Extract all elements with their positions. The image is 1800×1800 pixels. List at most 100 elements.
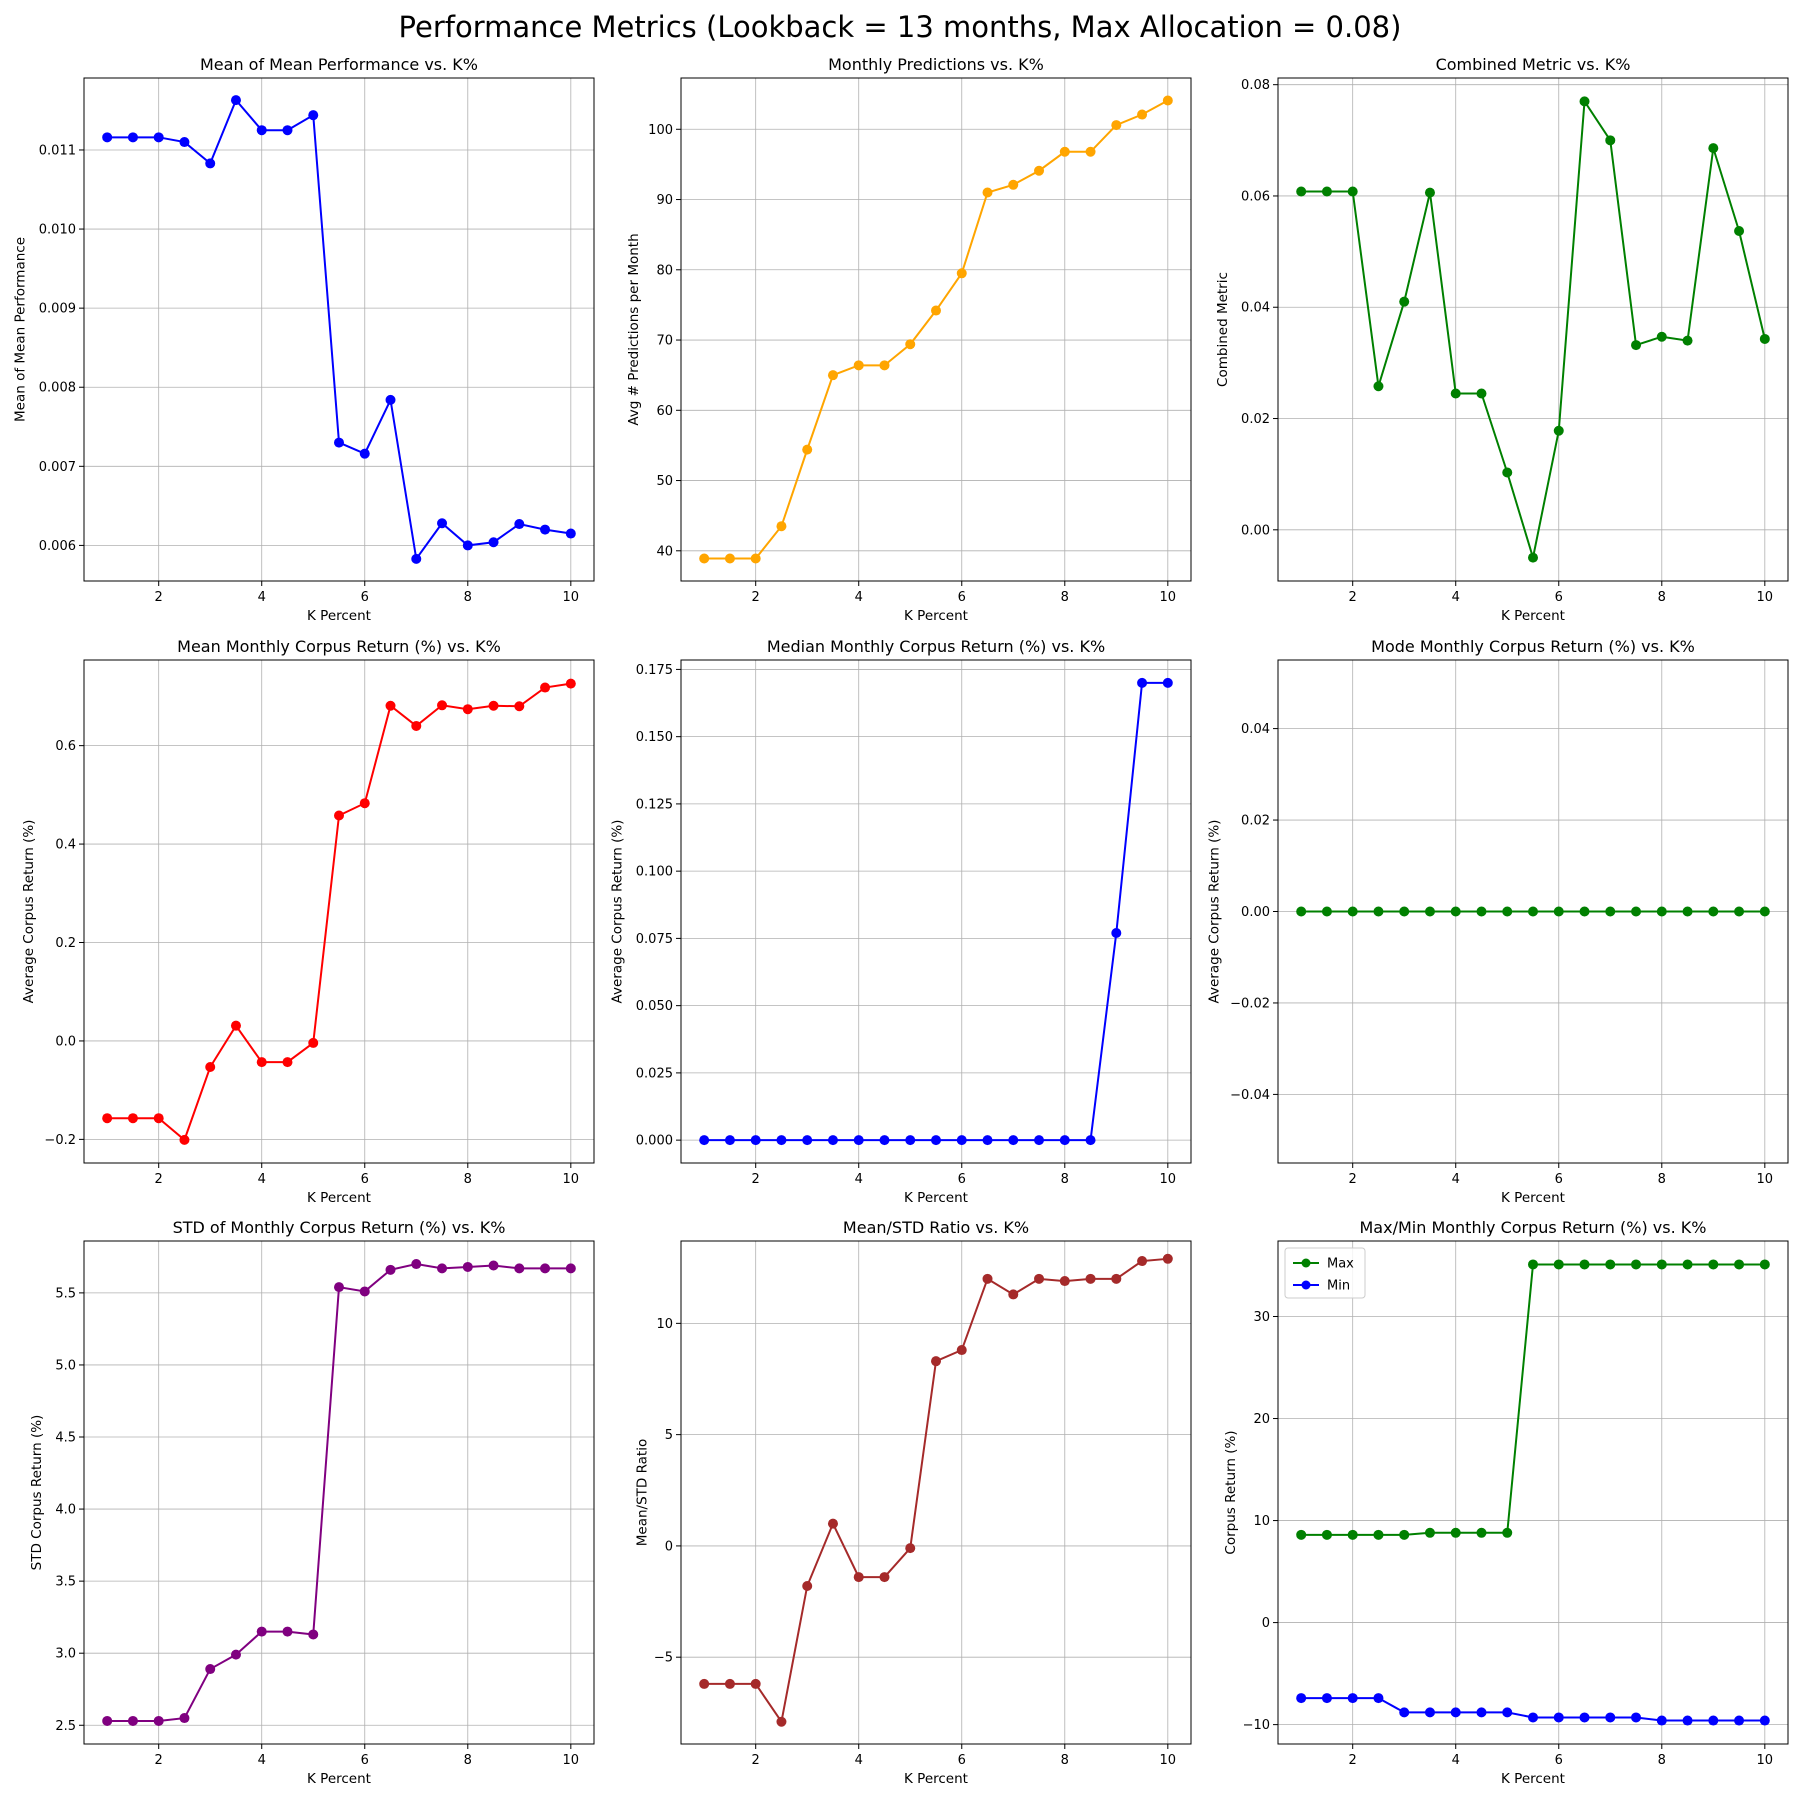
legend-marker xyxy=(1301,1280,1311,1290)
data-point xyxy=(1759,1259,1770,1270)
x-tick-label: 2 xyxy=(1349,1753,1357,1768)
data-point xyxy=(385,700,396,711)
data-point xyxy=(1553,1259,1564,1270)
plot-area xyxy=(84,660,594,1163)
data-point xyxy=(905,339,916,350)
axes-frame xyxy=(83,1240,595,1745)
y-tick-label: 100 xyxy=(648,123,673,138)
data-point xyxy=(1682,1259,1693,1270)
y-axis-label: Combined Metric xyxy=(1215,272,1231,387)
data-point xyxy=(956,1135,967,1146)
y-axis-label: Mean of Mean Performance xyxy=(13,237,29,422)
data-point xyxy=(1553,425,1564,436)
data-point xyxy=(1656,331,1667,342)
data-point xyxy=(956,268,967,279)
x-tick-label: 10 xyxy=(563,590,580,605)
axes-frame xyxy=(1277,659,1789,1164)
x-axis-label: K Percent xyxy=(904,1190,968,1206)
data-point xyxy=(1476,388,1487,399)
data-point xyxy=(540,524,551,535)
y-tick-label: 20 xyxy=(1253,1412,1270,1427)
x-tick-label: 8 xyxy=(1061,590,1069,605)
subplot-title: Median Monthly Corpus Return (%) vs. K% xyxy=(767,637,1105,656)
data-point xyxy=(1579,906,1590,917)
data-point xyxy=(256,125,267,136)
data-point xyxy=(488,537,499,548)
data-point xyxy=(1034,1273,1045,1284)
y-axis-label: Average Corpus Return (%) xyxy=(1207,820,1223,1004)
data-point xyxy=(1111,120,1122,131)
legend: Max Min xyxy=(1284,1247,1366,1299)
data-point xyxy=(514,701,525,712)
axes-frame xyxy=(83,659,595,1164)
y-tick-label: −0.02 xyxy=(1230,996,1270,1011)
x-axis-label: K Percent xyxy=(904,608,968,624)
y-tick-label: 3.0 xyxy=(55,1647,76,1662)
subplot-3: 2 4 6 8 10 0.00 0.02 0.04 0.06 0.08 Combined Metri… xyxy=(1215,55,1789,624)
data-point xyxy=(1296,1693,1307,1704)
data-point xyxy=(1553,906,1564,917)
x-tick-label: 2 xyxy=(752,1172,760,1187)
y-tick-label: 3.5 xyxy=(55,1575,76,1590)
data-point xyxy=(750,1135,761,1146)
legend-marker xyxy=(1301,1258,1311,1268)
data-point xyxy=(699,1135,710,1146)
data-point xyxy=(127,1113,138,1124)
data-point xyxy=(437,700,448,711)
x-tick-label: 6 xyxy=(1555,590,1563,605)
x-tick-label: 4 xyxy=(258,1753,266,1768)
data-point xyxy=(1137,677,1148,688)
y-axis-label: Mean/STD Ratio xyxy=(634,1439,650,1547)
x-tick-label: 8 xyxy=(1658,1753,1666,1768)
data-point xyxy=(724,1135,735,1146)
subplot-title: Max/Min Monthly Corpus Return (%) vs. K% xyxy=(1360,1218,1707,1237)
y-tick-label: 50 xyxy=(656,474,673,489)
data-point xyxy=(1450,1527,1461,1538)
x-tick-label: 2 xyxy=(1349,590,1357,605)
x-tick-label: 6 xyxy=(958,1753,966,1768)
x-tick-label: 8 xyxy=(1061,1172,1069,1187)
data-point xyxy=(1162,1253,1173,1264)
y-tick-label: 0.125 xyxy=(636,797,673,812)
y-tick-label: 0.011 xyxy=(39,143,76,158)
data-point xyxy=(308,110,319,121)
y-tick-label: 0.00 xyxy=(1241,523,1270,538)
data-point xyxy=(699,1678,710,1689)
data-point xyxy=(385,1264,396,1275)
data-point xyxy=(1528,906,1538,917)
data-point xyxy=(1373,1529,1384,1540)
data-point xyxy=(1162,677,1173,688)
data-point xyxy=(282,1057,293,1068)
data-point xyxy=(1605,135,1616,146)
y-axis-label: Average Corpus Return (%) xyxy=(610,820,626,1004)
x-tick-label: 10 xyxy=(563,1172,580,1187)
y-tick-label: −0.2 xyxy=(44,1133,76,1148)
data-point xyxy=(802,1580,813,1591)
y-tick-label: 0.08 xyxy=(1241,78,1270,93)
data-point xyxy=(982,1273,993,1284)
y-tick-label: 0.007 xyxy=(39,460,76,475)
data-point xyxy=(1085,1135,1096,1146)
data-point xyxy=(750,1678,761,1689)
data-point xyxy=(1759,333,1770,344)
data-point xyxy=(1605,1259,1616,1270)
y-tick-label: 0.006 xyxy=(39,539,76,554)
x-tick-label: 10 xyxy=(1160,590,1177,605)
y-tick-label: 80 xyxy=(656,263,673,278)
y-tick-label: 0.04 xyxy=(1241,722,1270,737)
y-tick-label: 5.0 xyxy=(55,1358,76,1373)
x-tick-label: 6 xyxy=(361,1753,369,1768)
data-point xyxy=(565,678,576,689)
x-tick-label: 2 xyxy=(155,590,163,605)
data-point xyxy=(437,1263,448,1274)
data-point xyxy=(205,1062,216,1073)
x-tick-label: 6 xyxy=(958,1172,966,1187)
subplot-9: 2 4 6 8 10 −10 0 10 20 30 Max/Min Monthly Corpus R… xyxy=(1223,1218,1789,1787)
data-point xyxy=(1059,1135,1070,1146)
x-axis-label: K Percent xyxy=(1501,608,1565,624)
y-tick-label: 0.4 xyxy=(55,838,76,853)
y-tick-label: −5 xyxy=(654,1651,673,1666)
data-point xyxy=(127,1715,138,1726)
y-axis-label: Avg # Predictions per Month xyxy=(626,233,642,425)
